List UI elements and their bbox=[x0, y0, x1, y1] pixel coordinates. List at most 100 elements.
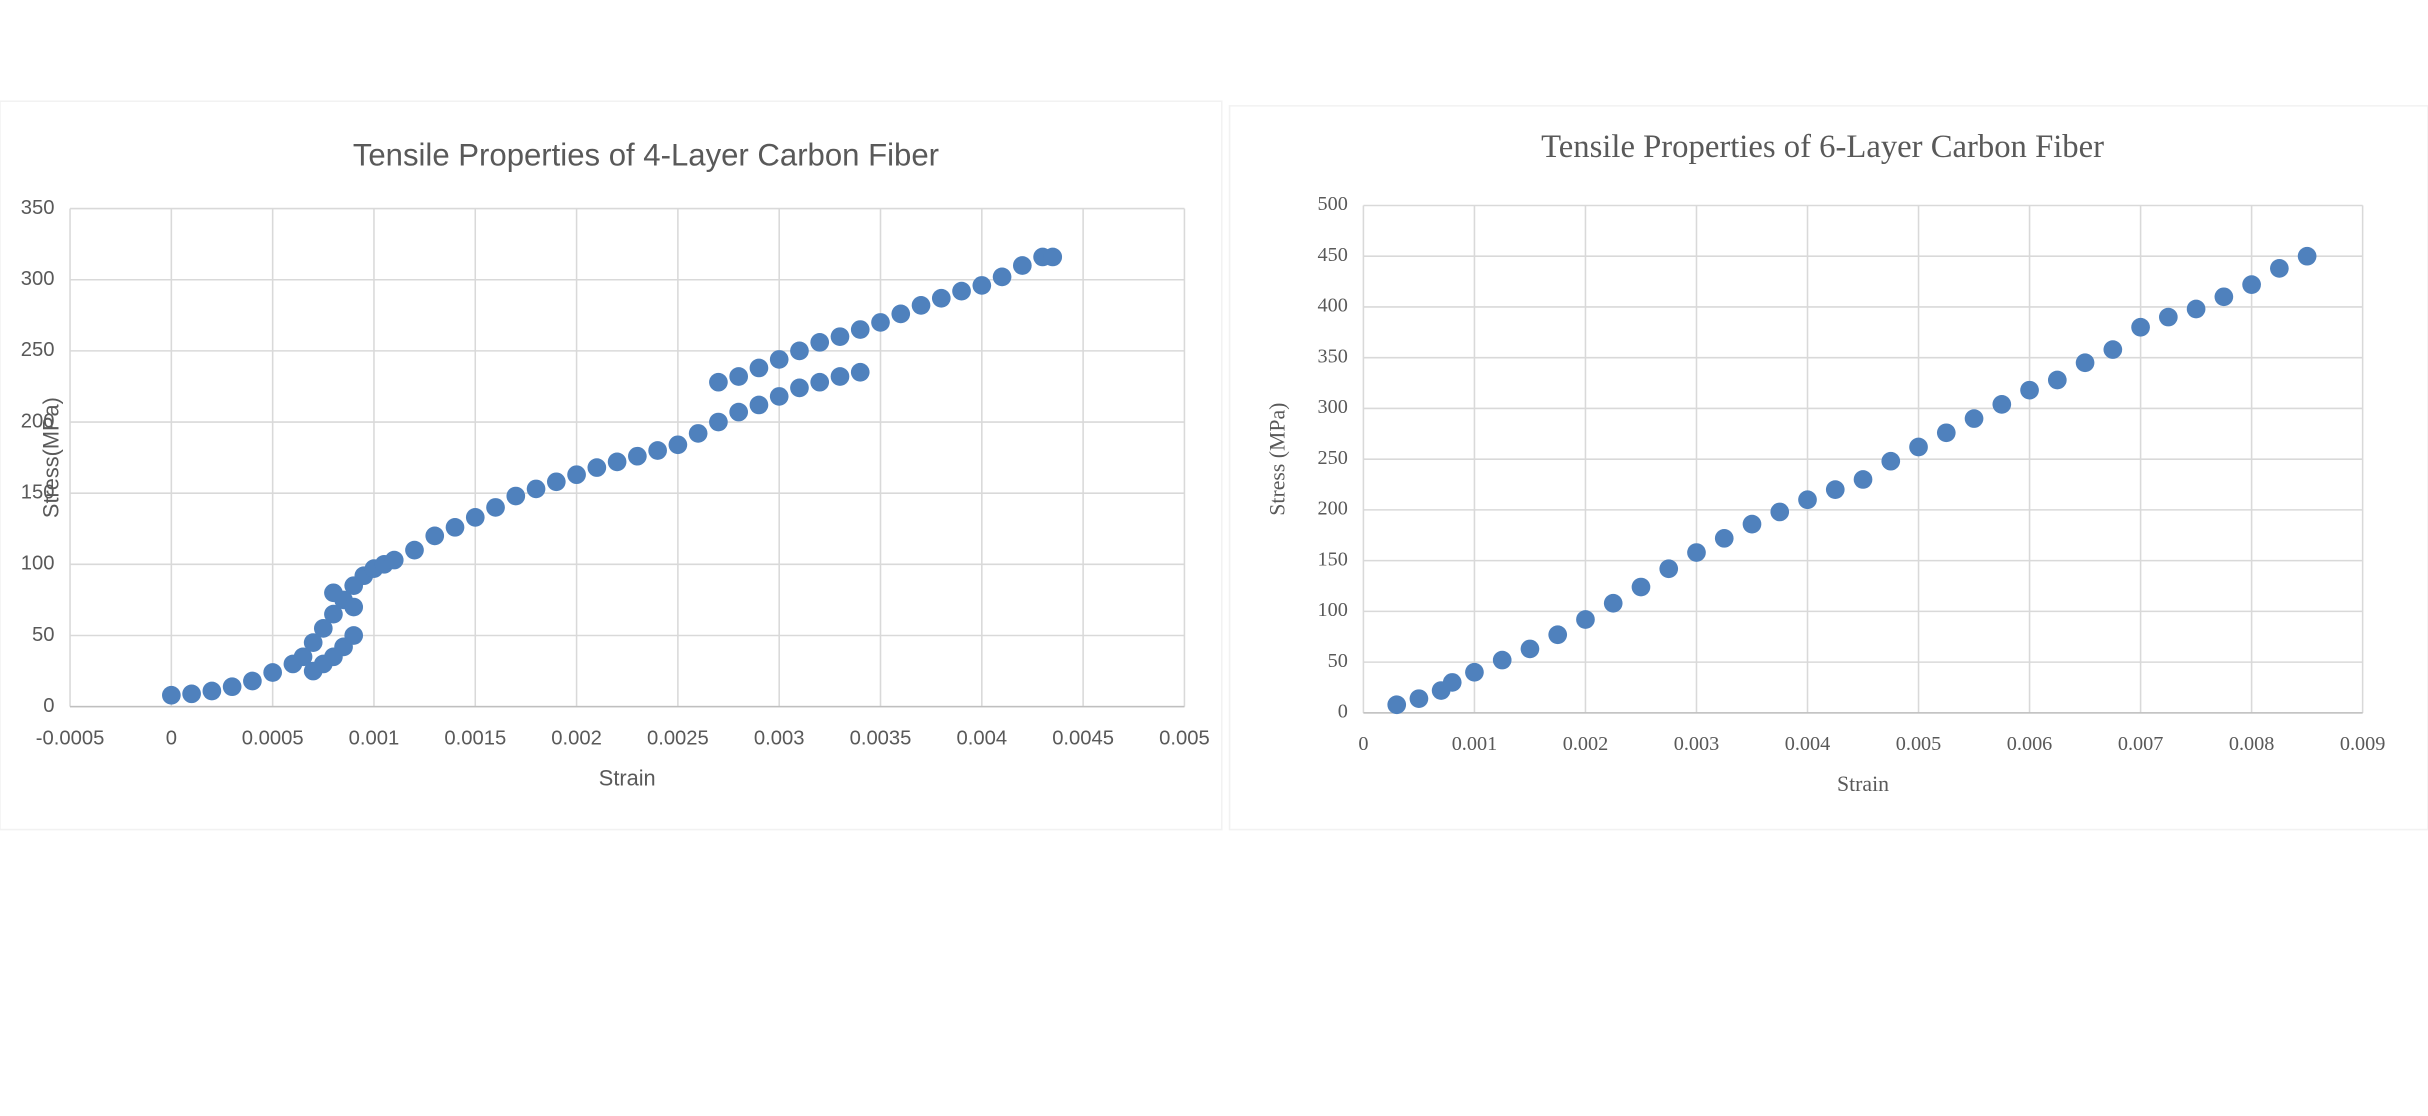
point bbox=[2020, 380, 2039, 400]
point bbox=[202, 681, 222, 701]
point bbox=[1714, 528, 1734, 548]
point bbox=[1687, 543, 1706, 562]
chart: 0 50 100 150 200 250 300 350 -0.0005 0 0.0005 0.001… bbox=[0, 100, 1223, 831]
x-tick-label: 0.0005 bbox=[242, 728, 304, 750]
point bbox=[1576, 610, 1595, 629]
point bbox=[263, 663, 282, 682]
y-tick-label: 400 bbox=[1318, 295, 1348, 317]
point bbox=[1387, 695, 1407, 715]
y-tick-label: 0 bbox=[43, 695, 54, 717]
point bbox=[486, 498, 505, 517]
x-tick-label: 0.006 bbox=[2007, 733, 2052, 755]
point bbox=[567, 465, 586, 485]
point bbox=[445, 518, 465, 537]
point bbox=[1442, 673, 1462, 692]
y-axis-label: Stress (MPa) bbox=[1265, 403, 1289, 516]
y-tick-label: 350 bbox=[21, 197, 55, 219]
y-tick-label: 300 bbox=[1318, 396, 1348, 418]
point bbox=[668, 435, 688, 455]
x-tick-label: 0.005 bbox=[1159, 728, 1210, 750]
point bbox=[830, 327, 850, 346]
point bbox=[405, 540, 424, 560]
point bbox=[729, 402, 749, 422]
point bbox=[2159, 307, 2178, 327]
point bbox=[688, 424, 708, 443]
point bbox=[1409, 689, 1429, 708]
point bbox=[891, 304, 911, 324]
point bbox=[1520, 639, 1540, 659]
x-tick-label: 0.009 bbox=[2340, 733, 2385, 755]
x-tick-label: 0.008 bbox=[2229, 733, 2274, 755]
x-axis-label: Strain bbox=[599, 766, 656, 791]
y-tick-label: 100 bbox=[1318, 599, 1348, 621]
point bbox=[871, 313, 890, 332]
point bbox=[293, 647, 313, 667]
point bbox=[324, 604, 343, 624]
point bbox=[313, 619, 333, 638]
point bbox=[729, 367, 749, 386]
point bbox=[303, 633, 323, 652]
point bbox=[1465, 662, 1484, 682]
point bbox=[2270, 259, 2289, 278]
y-tick-label: 450 bbox=[1318, 244, 1348, 266]
point bbox=[162, 685, 181, 705]
point bbox=[992, 267, 1012, 287]
y-tick-label: 150 bbox=[1318, 548, 1348, 570]
x-tick-label: 0.0035 bbox=[850, 728, 912, 750]
point bbox=[1936, 423, 1956, 443]
y-axis-label: Stress(MPa) bbox=[39, 397, 64, 518]
point bbox=[2186, 299, 2206, 319]
y-tick-label: 200 bbox=[1318, 498, 1348, 520]
y-tick-label: 300 bbox=[21, 268, 55, 290]
point bbox=[749, 358, 769, 378]
x-tick-label: 0.002 bbox=[1563, 733, 1609, 755]
x-tick-label: 0.005 bbox=[1896, 733, 1941, 755]
point bbox=[628, 446, 647, 466]
point bbox=[344, 626, 364, 645]
point bbox=[810, 333, 830, 352]
point bbox=[1043, 247, 1063, 267]
x-tick-label: 0.0025 bbox=[647, 728, 709, 750]
x-tick-label: 0.004 bbox=[1785, 733, 1830, 755]
point bbox=[2047, 370, 2067, 390]
y-tick-label: 350 bbox=[1318, 345, 1348, 367]
point bbox=[810, 372, 830, 392]
x-tick-label: 0.003 bbox=[754, 728, 805, 750]
point bbox=[749, 395, 769, 415]
point bbox=[769, 350, 789, 369]
x-tick-label: 0.0045 bbox=[1052, 728, 1114, 750]
x-tick-label: 0.0015 bbox=[444, 728, 506, 750]
point bbox=[2103, 340, 2123, 359]
point bbox=[790, 378, 809, 398]
x-axis-label: Strain bbox=[1837, 772, 1889, 796]
x-tick-label: -0.0005 bbox=[36, 728, 105, 750]
x-tick-label: 0 bbox=[166, 728, 177, 750]
point bbox=[324, 583, 343, 603]
point bbox=[850, 362, 870, 382]
point bbox=[384, 550, 404, 570]
y-tick-label: 50 bbox=[32, 624, 54, 646]
y-tick-label: 0 bbox=[1338, 701, 1348, 723]
point bbox=[506, 486, 526, 506]
point bbox=[1992, 395, 2012, 414]
point bbox=[465, 508, 485, 527]
point bbox=[1492, 650, 1512, 670]
point bbox=[1659, 559, 1679, 579]
x-tick-label: 0 bbox=[1358, 733, 1368, 755]
y-tick-label: 50 bbox=[1328, 650, 1348, 672]
point bbox=[222, 677, 242, 697]
point bbox=[182, 684, 201, 704]
point bbox=[2242, 275, 2261, 294]
point bbox=[344, 597, 364, 617]
y-tick-label: 100 bbox=[21, 553, 55, 575]
point bbox=[1881, 451, 1901, 471]
point bbox=[546, 472, 566, 492]
x-tick-label: 0.001 bbox=[349, 728, 400, 750]
point bbox=[587, 458, 607, 477]
point bbox=[2214, 287, 2234, 307]
x-tick-label: 0.001 bbox=[1452, 733, 1498, 755]
point bbox=[425, 526, 445, 546]
x-tick-label: 0.007 bbox=[2118, 733, 2164, 755]
chart-area bbox=[0, 100, 1223, 831]
